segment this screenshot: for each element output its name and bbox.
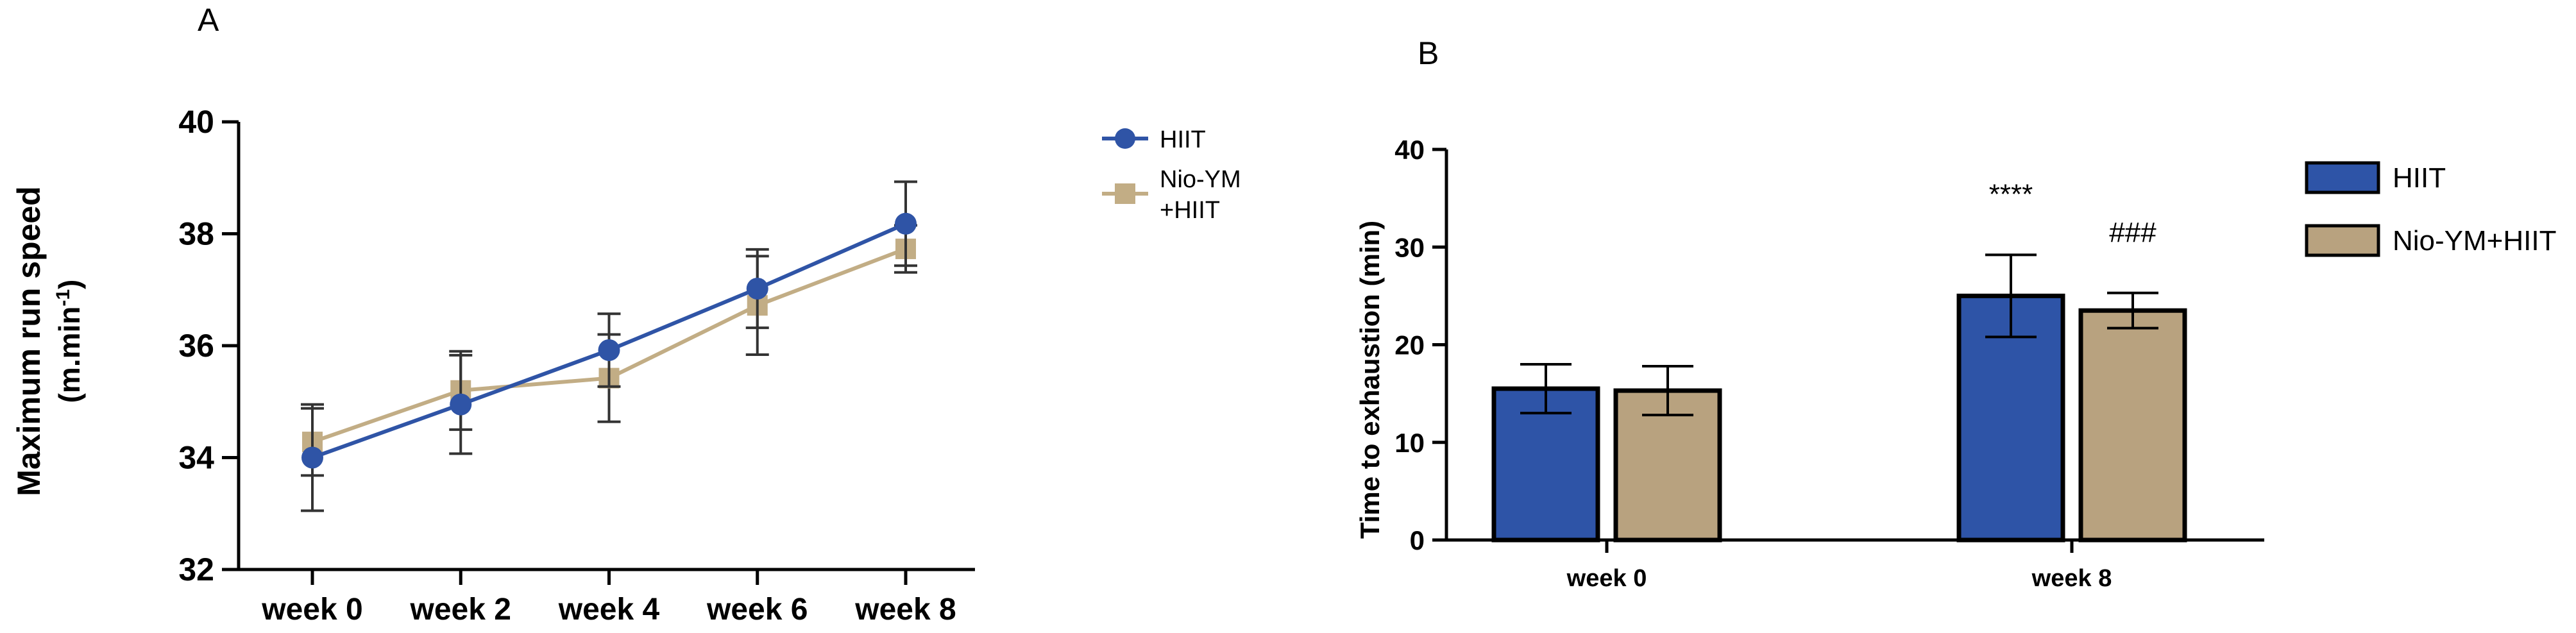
panel-b-x-ticks: week 0 week 8 (1566, 540, 2112, 592)
legend-marker (1115, 128, 1135, 149)
data-point (598, 339, 620, 361)
data-point (450, 393, 472, 416)
panel-b-x-tick-label: week 0 (1566, 565, 1647, 592)
legend-label: HIIT (1160, 126, 1206, 153)
data-point (301, 446, 323, 469)
legend-item-nio-ym-hiit: Nio-YM+HIIT (2305, 224, 2556, 257)
panel-b-y-axis-title: Time to exhaustion (min) (1355, 221, 1385, 539)
data-point (895, 212, 917, 235)
legend-label: HIIT (2393, 162, 2446, 194)
legend-item-hiit: HIIT (2305, 161, 2446, 194)
panel-a-y-ticks: 32 34 36 38 40 (178, 104, 239, 587)
panel-b-y-tick-label: 10 (1394, 428, 1425, 458)
bar-hiit-week-0 (1491, 362, 1600, 543)
panel-a-y-axis-title: Maximum run speed (11, 186, 47, 496)
panel-a-letter: A (198, 2, 219, 38)
panel-a-x-tick-label: week 6 (706, 593, 808, 627)
panel-b-annotations: **** ### (1989, 178, 2157, 248)
legend-item-hiit: HIIT (1102, 126, 1206, 153)
panel-a-x-tick-label: week 4 (558, 593, 660, 627)
legend-marker (1115, 183, 1135, 204)
panel-b-bars (1491, 253, 2187, 543)
panel-a-y-tick-label: 40 (178, 104, 214, 140)
panel-b-x-tick-label: week 8 (2031, 565, 2112, 592)
panel-a-x-tick-label: week 2 (410, 593, 511, 627)
panel-b-y-ticks: 0 10 20 30 40 (1394, 135, 1446, 555)
legend-label: +HIIT (1160, 197, 1220, 224)
significance-marker: ### (2109, 217, 2157, 248)
bar-nio-ym-hiit-week-8 (2078, 291, 2187, 543)
panel-a-x-tick-label: week 0 (261, 593, 362, 627)
panel-b: B 0 10 20 30 40 week 0 week 8 **** ### Time to… (1355, 35, 2556, 592)
data-point (746, 278, 768, 300)
panel-a-x-tick-label: week 8 (854, 593, 956, 627)
panel-b-y-tick-label: 40 (1394, 135, 1425, 165)
panel-a-series (301, 180, 917, 512)
panel-a-y-tick-label: 34 (178, 440, 214, 476)
panel-b-y-tick-label: 20 (1394, 330, 1425, 360)
significance-marker: **** (1989, 178, 2033, 210)
panel-a-y-tick-label: 38 (178, 216, 214, 252)
panel-a-y-tick-label: 32 (178, 552, 214, 587)
panel-b-y-tick-label: 0 (1410, 525, 1425, 555)
panel-a-y-tick-label: 36 (178, 328, 214, 364)
bar (2078, 308, 2187, 543)
legend-swatch (2305, 224, 2380, 257)
bar-hiit-week-8 (1956, 253, 2065, 543)
panel-b-legend: HIIT Nio-YM+HIIT (2305, 161, 2556, 257)
panel-a-x-ticks: week 0 week 2 week 4 week 6 week 8 (261, 570, 956, 627)
panel-a-legend: HIIT Nio-YM +HIIT (1102, 126, 1241, 224)
series-hiit (301, 180, 917, 512)
panel-b-y-tick-label: 30 (1394, 232, 1425, 262)
legend-swatch (2305, 161, 2380, 194)
legend-label: Nio-YM+HIIT (2393, 225, 2556, 257)
panel-a-y-axis-unit: (m.min-1) (53, 280, 87, 403)
legend-label: Nio-YM (1160, 166, 1241, 193)
bar-nio-ym-hiit-week-0 (1613, 364, 1722, 543)
panel-b-letter: B (1418, 35, 1439, 71)
legend-item-nio-ym-hiit: Nio-YM +HIIT (1102, 166, 1241, 224)
